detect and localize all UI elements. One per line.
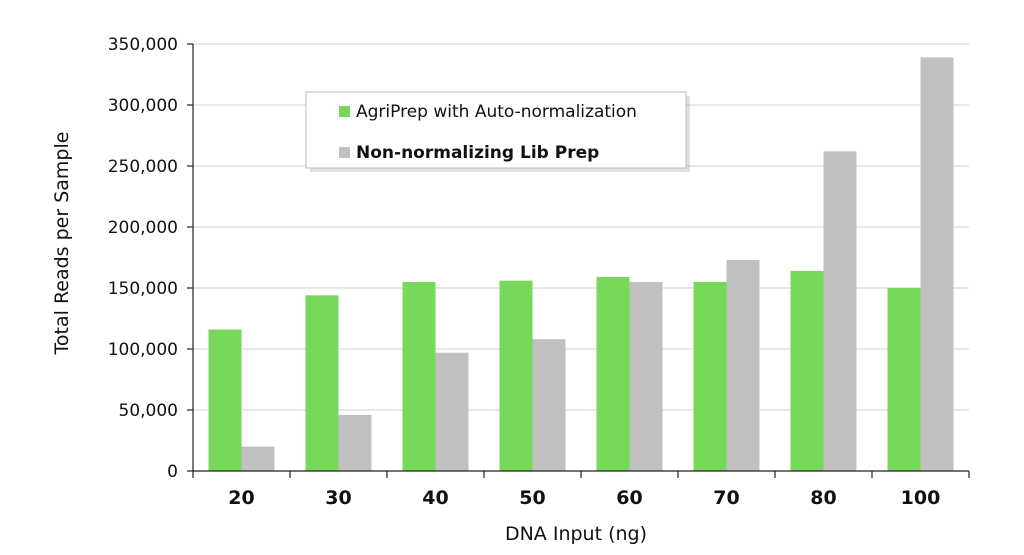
bar-non-normalizing-40 bbox=[435, 352, 469, 471]
legend-swatch-non-normalizing bbox=[339, 147, 350, 158]
x-tick-label: 50 bbox=[519, 487, 545, 509]
bar-agriprep-60 bbox=[596, 277, 630, 471]
x-tick-label: 20 bbox=[228, 487, 254, 509]
bar-non-normalizing-20 bbox=[241, 446, 275, 471]
bar-non-normalizing-60 bbox=[629, 281, 663, 471]
axes bbox=[187, 43, 970, 478]
bar-non-normalizing-50 bbox=[532, 339, 566, 471]
x-tick-label: 100 bbox=[901, 487, 941, 509]
legend: AgriPrep with Auto-normalization Non-nor… bbox=[305, 91, 690, 172]
x-tick-label: 40 bbox=[422, 487, 448, 509]
bar-non-normalizing-30 bbox=[338, 414, 372, 471]
bar-agriprep-20 bbox=[208, 329, 242, 471]
x-tick-label: 60 bbox=[616, 487, 642, 509]
legend-label-agriprep: AgriPrep with Auto-normalization bbox=[356, 102, 637, 122]
y-tick-label: 350,000 bbox=[108, 35, 178, 55]
bar-agriprep-70 bbox=[693, 281, 727, 471]
bar-agriprep-80 bbox=[790, 270, 824, 471]
legend-label-non-normalizing: Non-normalizing Lib Prep bbox=[356, 143, 599, 163]
bar-non-normalizing-80 bbox=[823, 151, 857, 472]
y-tick-label: 0 bbox=[167, 462, 178, 482]
legend-box bbox=[305, 91, 687, 169]
y-tick-label: 250,000 bbox=[108, 157, 178, 177]
bar-agriprep-30 bbox=[305, 295, 339, 471]
x-tick-label: 80 bbox=[810, 487, 836, 509]
y-axis-title: Total Reads per Sample bbox=[51, 132, 73, 356]
bar-agriprep-100 bbox=[887, 288, 921, 471]
x-tick-label: 30 bbox=[325, 487, 351, 509]
y-tick-label: 300,000 bbox=[108, 96, 178, 116]
y-tick-label: 50,000 bbox=[119, 401, 178, 421]
bar-agriprep-50 bbox=[499, 280, 533, 471]
bar-non-normalizing-100 bbox=[920, 57, 954, 472]
x-tick-label: 70 bbox=[713, 487, 739, 509]
x-axis-title: DNA Input (ng) bbox=[505, 523, 647, 545]
bar-non-normalizing-70 bbox=[726, 259, 760, 471]
y-tick-labels: 0 50,000 100,000 150,000 200,000 250,000 300,0… bbox=[108, 35, 178, 482]
y-tick-label: 100,000 bbox=[108, 340, 178, 360]
bars bbox=[208, 57, 954, 472]
bar-agriprep-40 bbox=[402, 281, 436, 471]
x-tick-labels: 20 30 40 50 60 70 80 100 bbox=[228, 487, 940, 509]
y-tick-label: 150,000 bbox=[108, 279, 178, 299]
y-tick-label: 200,000 bbox=[108, 218, 178, 238]
legend-swatch-agriprep bbox=[339, 106, 350, 117]
